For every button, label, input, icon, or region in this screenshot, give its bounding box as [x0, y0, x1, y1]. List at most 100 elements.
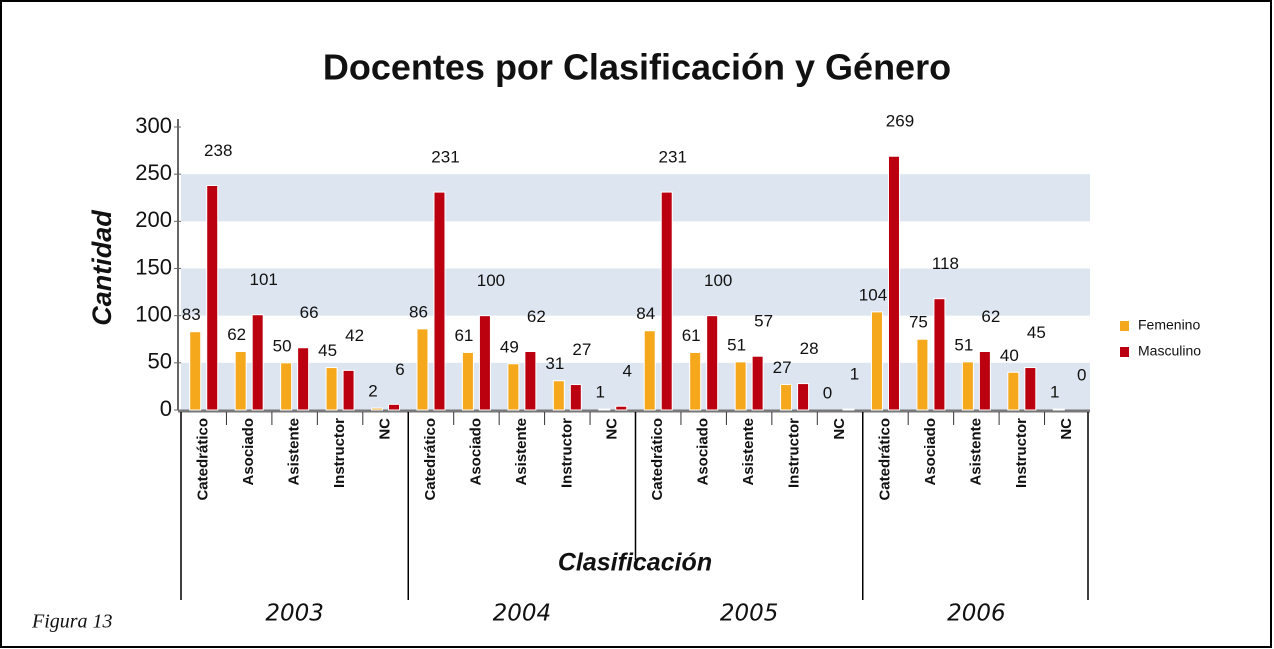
- x-tick-label: Asistente: [740, 418, 757, 486]
- x-tick-label: Asociado: [695, 418, 712, 486]
- data-label: 6: [395, 360, 404, 379]
- y-tick-label: 0: [160, 396, 172, 421]
- data-label: 61: [682, 326, 701, 345]
- x-tick-label: Instructor: [1013, 418, 1030, 488]
- data-label: 45: [1027, 323, 1046, 342]
- x-tick-label: Instructor: [786, 418, 803, 488]
- x-tick-label: Catedrático: [195, 418, 212, 501]
- bar: [887, 155, 900, 411]
- data-label: 62: [227, 325, 246, 344]
- grid-band: [181, 174, 1090, 222]
- bar: [643, 330, 656, 411]
- bar: [916, 338, 929, 411]
- x-tick-label: Asistente: [513, 418, 530, 486]
- bar: [524, 351, 537, 411]
- data-label: 27: [572, 340, 591, 359]
- bar: [780, 384, 793, 411]
- bar: [751, 355, 764, 411]
- data-label: 51: [954, 335, 973, 354]
- x-tick-label: Catedrático: [649, 418, 666, 501]
- data-label: 1: [596, 383, 605, 402]
- bar: [251, 314, 264, 411]
- data-label: 42: [345, 326, 364, 345]
- x-tick-label: Instructor: [558, 418, 575, 488]
- bar: [507, 363, 520, 411]
- data-label: 83: [182, 305, 201, 324]
- bar: [297, 347, 310, 411]
- y-tick-label: 250: [135, 160, 172, 185]
- bar: [461, 351, 474, 411]
- data-label: 66: [300, 303, 319, 322]
- y-tick-label: 150: [135, 254, 172, 279]
- data-label: 61: [454, 326, 473, 345]
- x-tick-label: Asistente: [967, 418, 984, 486]
- data-label: 45: [318, 341, 337, 360]
- x-tick-label: Instructor: [331, 418, 348, 488]
- group-label: 2004: [493, 601, 552, 627]
- data-label: 1: [1050, 383, 1059, 402]
- legend-swatch: [1120, 321, 1129, 331]
- bar: [797, 383, 810, 411]
- x-tick-label: NC: [1058, 418, 1075, 440]
- bar: [660, 191, 673, 411]
- bar: [280, 362, 293, 411]
- bar: [870, 311, 883, 411]
- bar: [961, 361, 974, 411]
- x-tick-label: Asociado: [467, 418, 484, 486]
- data-label: 51: [727, 335, 746, 354]
- x-tick-label: NC: [831, 418, 848, 440]
- group-label: 2003: [265, 601, 324, 627]
- x-tick-label: Asociado: [922, 418, 939, 486]
- grid-band: [181, 362, 1090, 410]
- data-label: 4: [623, 362, 632, 381]
- data-label: 86: [409, 302, 428, 321]
- bar: [206, 184, 219, 411]
- x-tick-label: Asociado: [240, 418, 257, 486]
- data-label: 28: [800, 339, 819, 358]
- bar: [706, 315, 719, 411]
- data-label: 231: [659, 148, 687, 167]
- x-tick-label: NC: [376, 418, 393, 440]
- y-axis-title: Cantidad: [87, 210, 117, 326]
- bar: [734, 361, 747, 411]
- x-tick-label: NC: [604, 418, 621, 440]
- data-label: 238: [204, 141, 232, 160]
- bar: [569, 384, 582, 411]
- data-label: 27: [773, 358, 792, 377]
- bar: [552, 380, 565, 411]
- x-tick-label: Asistente: [286, 418, 303, 486]
- y-tick-label: 200: [135, 207, 172, 232]
- x-tick-label: Catedrático: [422, 418, 439, 501]
- bar: [371, 407, 384, 411]
- caption: Figura 13: [31, 611, 113, 633]
- y-tick-label: 300: [135, 113, 172, 138]
- data-label: 57: [754, 312, 773, 331]
- bar: [325, 367, 338, 411]
- legend-label: Masculino: [1138, 343, 1201, 359]
- data-label: 101: [249, 270, 277, 289]
- data-label: 75: [909, 313, 928, 332]
- bar: [388, 403, 401, 411]
- bar: [1052, 408, 1065, 411]
- x-tick-label: Catedrático: [876, 418, 893, 501]
- bar: [978, 351, 991, 411]
- data-label: 50: [273, 336, 292, 355]
- data-label: 269: [886, 112, 914, 131]
- bar: [342, 369, 355, 411]
- data-label: 0: [1077, 365, 1086, 384]
- bar: [234, 351, 247, 411]
- bar: [1024, 367, 1037, 411]
- bar: [189, 331, 202, 411]
- data-label: 62: [527, 307, 546, 326]
- bar: [933, 298, 946, 411]
- data-label: 231: [431, 148, 459, 167]
- data-label: 0: [823, 383, 832, 402]
- bar: [416, 328, 429, 411]
- data-label: 49: [500, 337, 519, 356]
- data-label: 100: [477, 271, 505, 290]
- bar: [478, 315, 491, 411]
- legend-swatch: [1120, 347, 1129, 357]
- y-tick-label: 50: [148, 349, 172, 374]
- group-label: 2005: [720, 601, 779, 627]
